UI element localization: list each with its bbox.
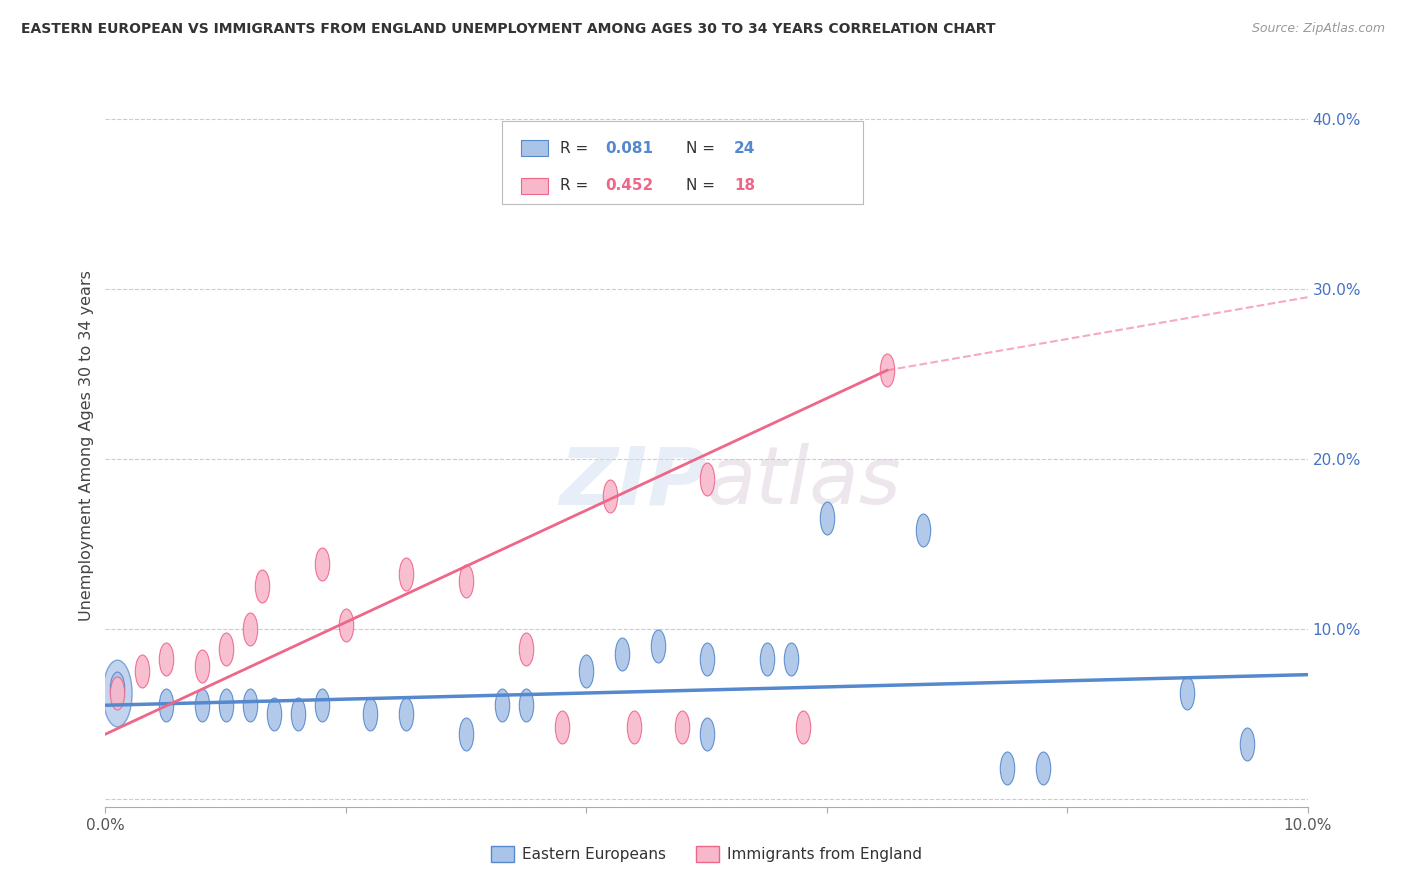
Point <box>911 523 934 537</box>
Point <box>696 472 718 486</box>
FancyBboxPatch shape <box>522 178 548 194</box>
Point <box>1032 761 1054 775</box>
Point <box>612 647 634 661</box>
Text: N =: N = <box>686 141 720 156</box>
Point <box>995 761 1018 775</box>
Point <box>792 720 814 734</box>
Point <box>311 557 333 571</box>
Point <box>107 686 129 700</box>
Text: EASTERN EUROPEAN VS IMMIGRANTS FROM ENGLAND UNEMPLOYMENT AMONG AGES 30 TO 34 YEA: EASTERN EUROPEAN VS IMMIGRANTS FROM ENGL… <box>21 22 995 37</box>
Point <box>335 618 357 632</box>
Point <box>456 727 478 741</box>
Point <box>263 706 285 721</box>
Point <box>599 153 621 167</box>
Text: 0.452: 0.452 <box>606 178 654 194</box>
Y-axis label: Unemployment Among Ages 30 to 34 years: Unemployment Among Ages 30 to 34 years <box>79 270 94 622</box>
Point <box>214 642 236 657</box>
Point <box>214 698 236 713</box>
Text: 24: 24 <box>734 141 755 156</box>
Text: N =: N = <box>686 178 720 194</box>
Point <box>107 681 129 696</box>
Point <box>491 698 513 713</box>
Text: atlas: atlas <box>707 443 901 521</box>
FancyBboxPatch shape <box>522 140 548 156</box>
Point <box>515 642 537 657</box>
Point <box>815 511 838 525</box>
Legend: Eastern Europeans, Immigrants from England: Eastern Europeans, Immigrants from Engla… <box>485 840 928 868</box>
Point <box>647 639 669 653</box>
Point <box>239 622 262 636</box>
FancyBboxPatch shape <box>502 120 863 204</box>
Point <box>190 698 212 713</box>
Point <box>623 720 645 734</box>
Point <box>551 720 574 734</box>
Point <box>876 363 898 377</box>
Point <box>359 706 381 721</box>
Point <box>131 665 153 679</box>
Point <box>696 727 718 741</box>
Point <box>250 579 273 593</box>
Point <box>671 720 693 734</box>
Point <box>575 665 598 679</box>
Point <box>395 706 418 721</box>
Point <box>311 698 333 713</box>
Point <box>696 652 718 666</box>
Text: R =: R = <box>560 178 593 194</box>
Text: 0.081: 0.081 <box>606 141 654 156</box>
Point <box>155 698 177 713</box>
Point <box>779 652 801 666</box>
Point <box>239 698 262 713</box>
Point <box>1236 737 1258 751</box>
Text: R =: R = <box>560 141 593 156</box>
Point <box>107 686 129 700</box>
Point <box>395 567 418 582</box>
Point <box>287 706 309 721</box>
Text: ZIP: ZIP <box>560 443 707 521</box>
Point <box>515 698 537 713</box>
Point <box>190 659 212 673</box>
Point <box>456 574 478 589</box>
Point <box>1177 686 1199 700</box>
Point <box>599 489 621 503</box>
Text: Source: ZipAtlas.com: Source: ZipAtlas.com <box>1251 22 1385 36</box>
Point <box>755 652 778 666</box>
Text: 18: 18 <box>734 178 755 194</box>
Point <box>155 652 177 666</box>
